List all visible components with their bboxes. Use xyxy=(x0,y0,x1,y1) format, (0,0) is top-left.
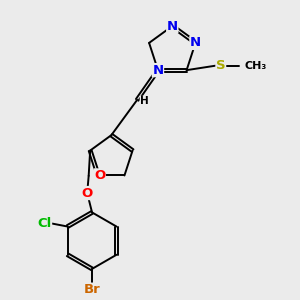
Text: Cl: Cl xyxy=(37,217,52,230)
Text: H: H xyxy=(140,96,149,106)
Text: N: N xyxy=(190,36,201,50)
Text: O: O xyxy=(94,169,105,182)
Text: N: N xyxy=(152,64,164,76)
Text: S: S xyxy=(216,59,226,72)
Text: N: N xyxy=(167,20,178,33)
Text: Br: Br xyxy=(84,283,100,296)
Text: O: O xyxy=(82,187,93,200)
Text: CH₃: CH₃ xyxy=(244,61,267,71)
